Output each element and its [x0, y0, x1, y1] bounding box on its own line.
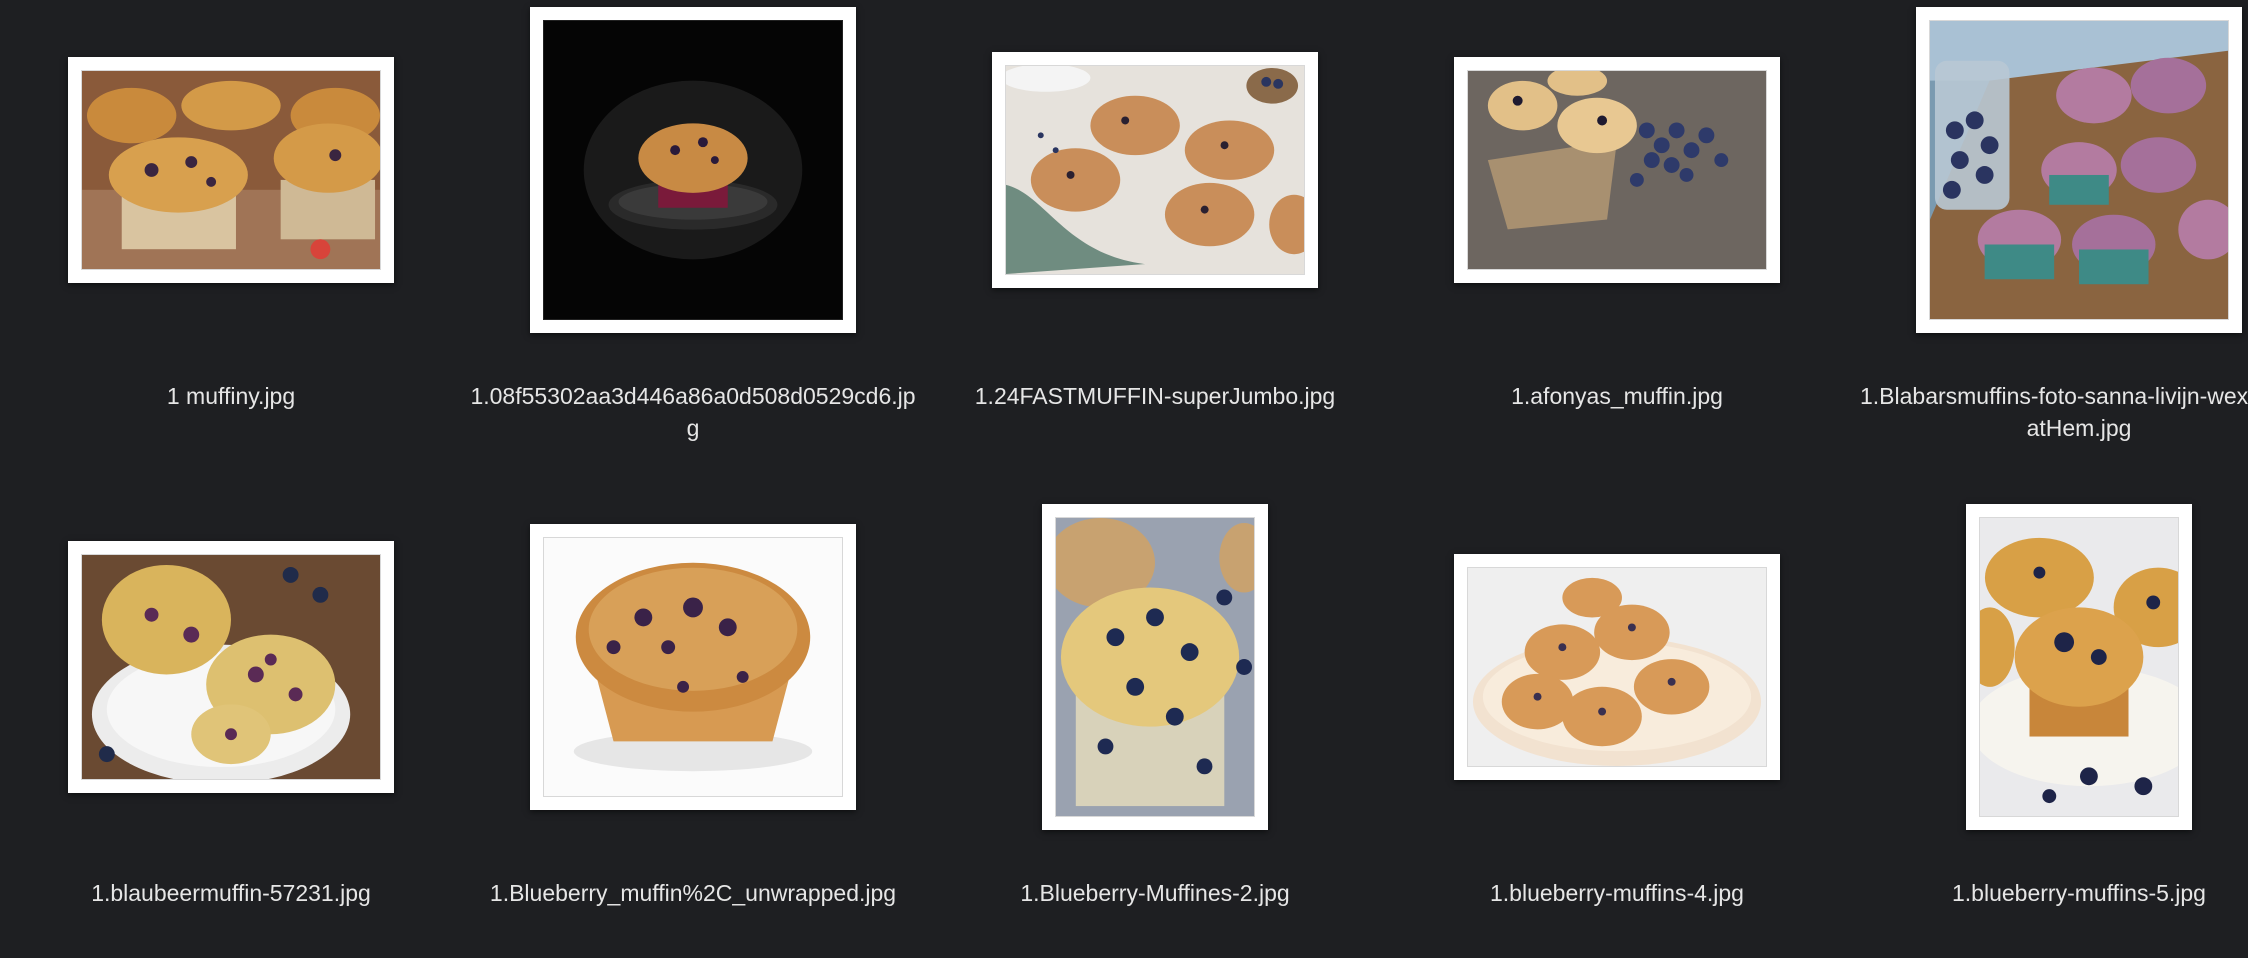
- file-name: 1.Blueberry-Muffines-2.jpg: [1020, 880, 1290, 906]
- muffins-on-plate-photo-icon: [1979, 517, 2179, 817]
- file-name: 1 muffiny.jpg: [166, 383, 296, 409]
- single-muffin-photo-icon: [543, 537, 843, 797]
- thumbnail[interactable]: [1042, 504, 1268, 830]
- thumbnail[interactable]: [530, 524, 856, 810]
- file-item[interactable]: 1.Blueberry-Muffines-2.jpg: [924, 497, 1386, 958]
- file-item[interactable]: 1.08f55302aa3d446a86a0d508d0529cd6.jpg: [462, 0, 924, 480]
- file-item[interactable]: 1.Blabarsmuffins-foto-sanna-livijn-wexel…: [1848, 0, 2248, 480]
- dark-muffin-photo-icon: [543, 20, 843, 320]
- thumbnail[interactable]: [1454, 554, 1780, 780]
- thumbnail[interactable]: [1916, 7, 2242, 333]
- thumbnail[interactable]: [1966, 504, 2192, 830]
- file-name: 1.24FASTMUFFIN-superJumbo.jpg: [974, 383, 1336, 409]
- muffins-jar-photo-icon: [1929, 20, 2229, 320]
- muffin-closeup-photo-icon: [1055, 517, 1255, 817]
- file-item[interactable]: 1.24FASTMUFFIN-superJumbo.jpg: [924, 0, 1386, 480]
- file-name: 1.Blabarsmuffins-foto-sanna-livijn-wexel…: [1859, 383, 2248, 441]
- broken-muffin-photo-icon: [81, 554, 381, 780]
- file-item[interactable]: 1.blueberry-muffins-4.jpg: [1386, 497, 1848, 958]
- file-name: 1.08f55302aa3d446a86a0d508d0529cd6.jpg: [470, 383, 916, 441]
- muffin-pile-photo-icon: [1467, 567, 1767, 767]
- file-item[interactable]: 1 muffiny.jpg: [0, 0, 462, 480]
- file-name: 1.blaubeermuffin-57231.jpg: [91, 880, 371, 906]
- thumbnail[interactable]: [1454, 57, 1780, 283]
- muffin-tray-photo-icon: [81, 70, 381, 270]
- file-item[interactable]: 1.afonyas_muffin.jpg: [1386, 0, 1848, 480]
- file-name: 1.blueberry-muffins-5.jpg: [1952, 880, 2206, 906]
- file-name: 1.Blueberry_muffin%2C_unwrapped.jpg: [489, 880, 897, 906]
- thumbnail[interactable]: [992, 52, 1318, 288]
- file-item[interactable]: 1.blaubeermuffin-57231.jpg: [0, 497, 462, 958]
- thumbnail[interactable]: [68, 541, 394, 793]
- muffins-with-berries-photo-icon: [1467, 70, 1767, 270]
- file-name: 1.blueberry-muffins-4.jpg: [1490, 880, 1744, 906]
- thumbnail[interactable]: [68, 57, 394, 283]
- muffins-on-rack-photo-icon: [1005, 65, 1305, 275]
- file-name: 1.afonyas_muffin.jpg: [1511, 383, 1723, 409]
- thumbnail[interactable]: [530, 7, 856, 333]
- file-item[interactable]: 1.blueberry-muffins-5.jpg: [1848, 497, 2248, 958]
- file-item[interactable]: 1.Blueberry_muffin%2C_unwrapped.jpg: [462, 497, 924, 958]
